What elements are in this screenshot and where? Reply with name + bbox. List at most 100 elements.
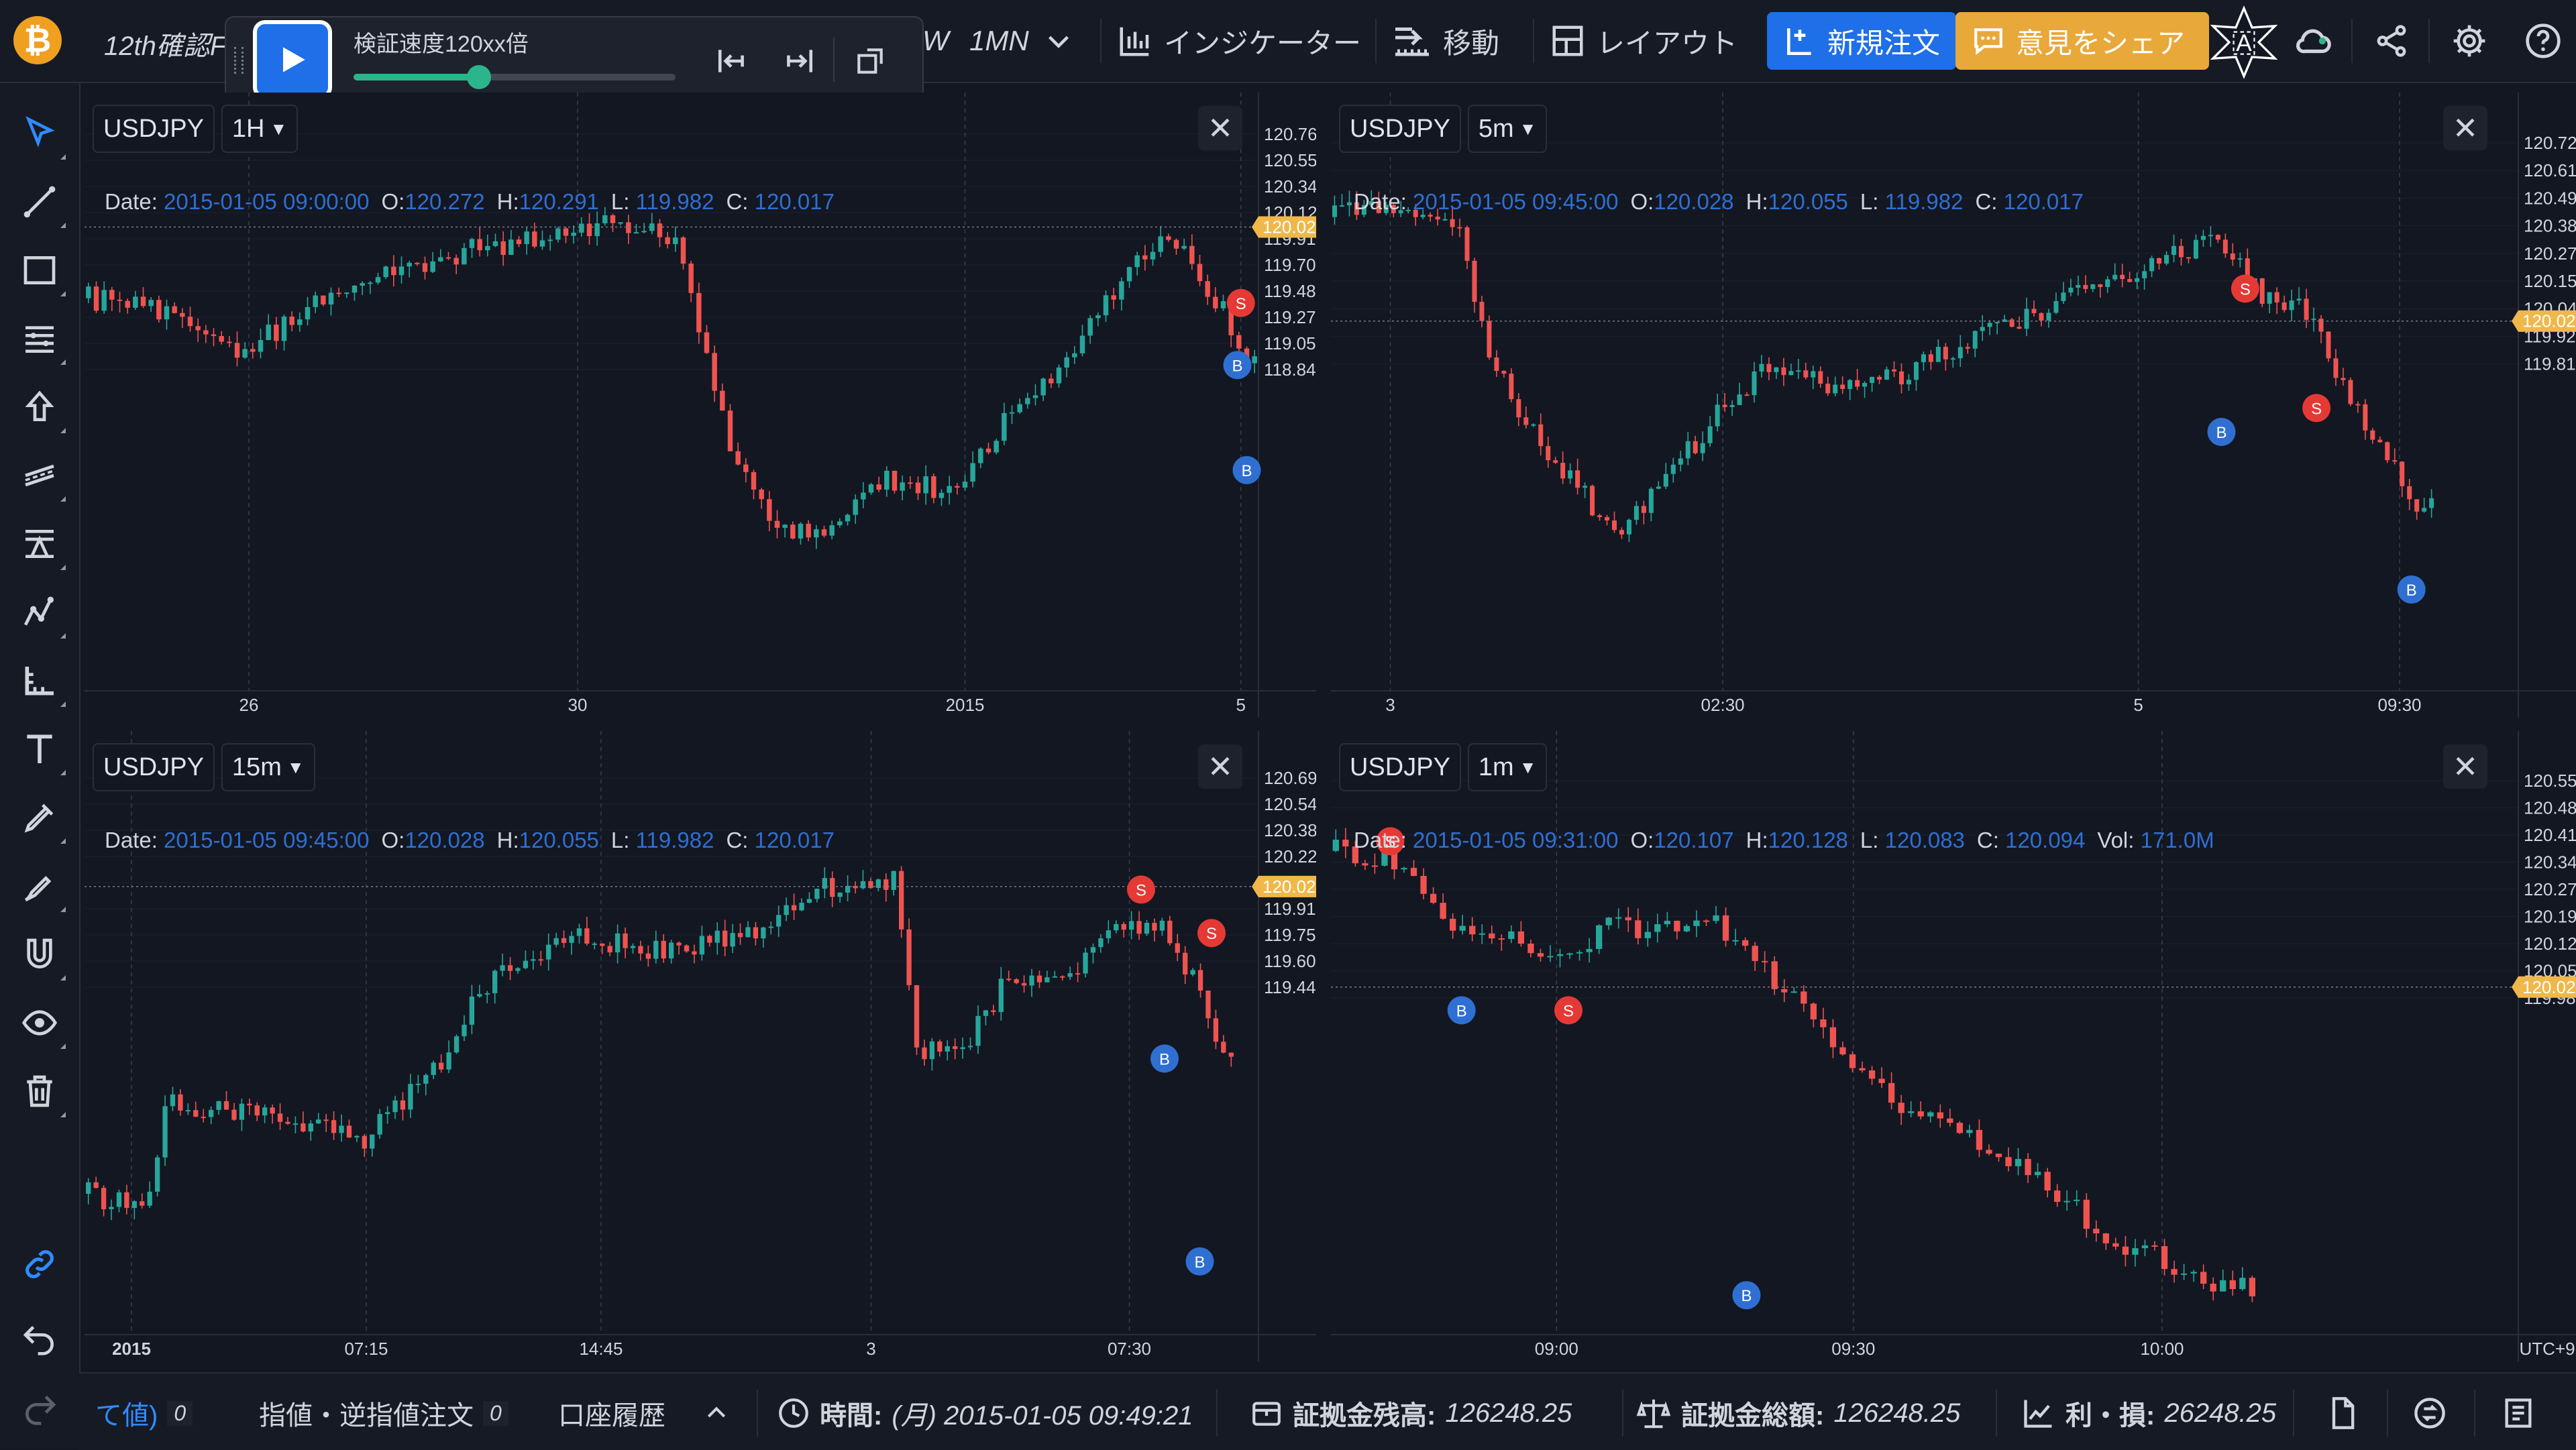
help-icon[interactable] [2516,13,2571,68]
brush-icon[interactable] [9,787,70,848]
candle-body [423,1074,429,1084]
layout-title[interactable]: 12th確認F [104,32,227,61]
candle-body [1032,395,1038,398]
step-back-icon[interactable] [709,38,756,85]
candle-body [745,927,751,938]
price-axis-label: 120.555 [2524,771,2576,791]
candle-body [1410,868,1417,877]
symbol-selector[interactable]: USDJPY [1339,743,1461,791]
share-icon[interactable] [2364,13,2419,68]
replay-speed-slider[interactable] [354,65,676,89]
candle-body [1888,1082,1895,1103]
chart-pane-1m-active[interactable]: 09:00 09:30 10:00 UTC+9 120.555 120.484 120.41… [1331,731,2576,1361]
candle-body [383,266,388,278]
channel-icon[interactable] [9,445,70,506]
interval-selector[interactable]: 15m ▼ [221,743,315,791]
cloud-save-icon[interactable] [2286,13,2341,68]
interval-selector[interactable]: 5m ▼ [1467,105,1548,153]
candle-body [187,317,193,327]
measure-icon[interactable] [9,651,70,711]
sell-marker [1554,996,1582,1025]
chart-5m-canvas[interactable]: 3 02:30 5 09:30 120.726 120.612 120.498 120.384… [1331,93,2576,718]
divider [1533,19,1534,63]
chart-15m-canvas[interactable]: 2015 07:15 14:45 3 07:30 120.697 120.541 120.38… [85,731,1316,1361]
close-pane-icon[interactable]: ✕ [1198,106,1242,150]
symbol-selector[interactable]: USDJPY [93,105,215,153]
link-icon[interactable] [9,1234,70,1294]
price-axis-label: 120.412 [2524,825,2576,845]
auto-scale-star-icon[interactable]: A [2207,5,2281,79]
interval-1mn-button[interactable]: 1MN [969,25,1029,56]
step-forward-icon[interactable] [775,38,822,85]
candle-body [1546,446,1551,461]
candle-body [219,336,224,342]
currency-exchange-icon[interactable] [2412,1391,2447,1435]
bitcoin-logo-icon[interactable]: ₿ [13,16,62,64]
fib-icon[interactable] [9,309,70,369]
candle-body [546,944,551,960]
chart-pane-5m[interactable]: 3 02:30 5 09:30 120.726 120.612 120.498 120.384… [1331,93,2576,718]
interval-w-button[interactable]: W [922,25,949,56]
symbol-selector[interactable]: USDJPY [93,743,215,791]
candle-body [2164,255,2169,264]
candle-body [2161,1246,2168,1270]
undo-icon[interactable] [9,1308,70,1368]
trash-icon[interactable] [9,1061,70,1121]
slider-knob[interactable] [467,65,492,89]
chart-1m-canvas[interactable]: 09:00 09:30 10:00 UTC+9 120.555 120.484 120.41… [1331,731,2576,1361]
document-icon[interactable] [2325,1391,2360,1435]
text-icon[interactable] [9,719,70,779]
chart-1h-canvas[interactable]: 263020155120.769120.555120.341120.127119… [85,93,1316,718]
interval-dropdown-chevron-icon[interactable] [1043,13,1074,68]
ohlc-legend: Date: 2015-01-05 09:31:00 O:120.107 H:12… [1354,828,2214,852]
close-pane-icon[interactable]: ✕ [2443,106,2487,150]
drag-handle[interactable] [234,47,244,74]
close-pane-icon[interactable]: ✕ [1198,744,1242,789]
pattern-icon[interactable] [9,582,70,643]
settings-gear-icon[interactable] [2442,13,2497,68]
candle-body [737,933,743,938]
tab-positions[interactable]: て値) 0 [95,1391,193,1435]
candle-body [860,881,866,889]
candle-body [2193,239,2198,259]
tab-limit-orders[interactable]: 指値・逆指値注文 0 [259,1391,508,1435]
layout-button[interactable]: レイアウト [1550,13,1737,68]
jump-to-icon[interactable] [847,38,894,85]
share-idea-button[interactable]: 意見をシェア [1955,12,2209,70]
tab-account-history[interactable]: 口座履歴 [558,1401,665,1431]
candle-body [945,1046,950,1052]
chart-pane-15m[interactable]: 2015 07:15 14:45 3 07:30 120.697 120.541 120.38… [85,731,1316,1361]
candle-body [960,1047,965,1050]
play-button[interactable] [253,20,332,99]
redo-icon[interactable] [9,1378,70,1438]
interval-selector[interactable]: 1H ▼ [221,105,299,153]
candle-body [2171,245,2177,256]
pitchfork-icon[interactable] [9,514,70,574]
pen-icon[interactable] [9,856,70,916]
trendline-icon[interactable] [9,172,70,232]
symbol-selector[interactable]: USDJPY [1339,105,1461,153]
candle-body [1674,920,1680,932]
chart-pane-1h[interactable]: 263020155120.769120.555120.341120.127119… [85,93,1316,718]
move-button[interactable]: 移動 [1392,13,1499,68]
arrow-up-icon[interactable] [9,377,70,437]
magnet-icon[interactable] [9,924,70,985]
interval-selector[interactable]: 1m ▼ [1467,743,1548,791]
rectangle-icon[interactable] [9,240,70,300]
candle-body [1664,920,1671,925]
new-order-button[interactable]: 新規注文 [1767,12,1957,70]
candle-body [1128,921,1134,930]
candle-body [1732,940,1739,942]
candle-body [1619,530,1624,535]
collapse-panel-icon[interactable] [703,1391,730,1435]
cursor-icon[interactable] [9,103,70,164]
indicators-button[interactable]: インジケーター [1117,13,1361,68]
notes-icon[interactable] [2501,1391,2536,1435]
candle-body [1220,301,1226,309]
close-pane-icon[interactable]: ✕ [2443,744,2487,789]
candle-body [2230,253,2235,260]
candle-body [1917,1111,1924,1117]
candle-body [1469,926,1476,935]
candle-body [1523,417,1529,425]
eye-icon[interactable] [9,993,70,1053]
